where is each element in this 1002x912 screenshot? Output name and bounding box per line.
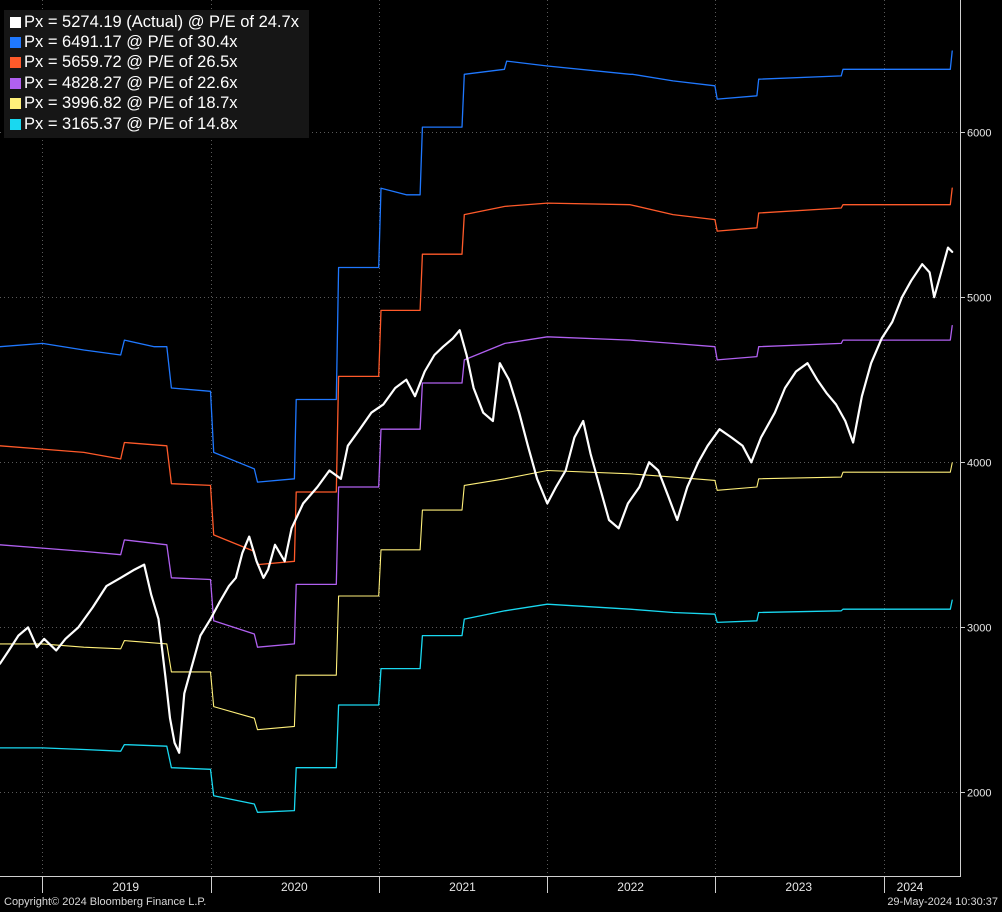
legend-item: Px = 5659.72 @ P/E of 26.5x [6, 53, 299, 73]
legend: Px = 5274.19 (Actual) @ P/E of 24.7x Px … [4, 10, 309, 139]
series-line [0, 324, 953, 648]
legend-label: Px = 3165.37 @ P/E of 14.8x [24, 114, 238, 133]
legend-swatch [10, 77, 21, 89]
legend-label: Px = 5274.19 (Actual) @ P/E of 24.7x [24, 12, 299, 31]
y-tick-label: 4000 [967, 458, 991, 470]
legend-item: Px = 5274.19 (Actual) @ P/E of 24.7x [6, 12, 299, 32]
x-axis: 2019 2020 2021 2022 2023 2024 [0, 876, 960, 894]
y-tick-label: 5000 [967, 293, 991, 305]
legend-label: Px = 3996.82 @ P/E of 18.7x [24, 94, 238, 113]
legend-label: Px = 4828.27 @ P/E of 22.6x [24, 73, 238, 92]
legend-swatch [10, 57, 21, 69]
series-lines [0, 50, 954, 813]
series-line [0, 50, 953, 483]
legend-swatch [10, 37, 21, 49]
series-line [0, 246, 954, 754]
series-line [0, 187, 953, 566]
y-axis: 2000 3000 4000 5000 6000 [960, 0, 991, 877]
x-tick-label: 2020 [281, 880, 308, 894]
series-line [0, 462, 953, 731]
y-tick-label: 2000 [967, 788, 991, 800]
copyright-text: Copyright© 2024 Bloomberg Finance L.P. [4, 896, 207, 908]
legend-label: Px = 6491.17 @ P/E of 30.4x [24, 33, 238, 52]
legend-label: Px = 5659.72 @ P/E of 26.5x [24, 53, 238, 72]
y-tick-label: 6000 [967, 128, 991, 140]
x-tick-label: 2019 [112, 880, 139, 894]
legend-swatch [10, 98, 21, 110]
legend-swatch [10, 118, 21, 130]
series-line [0, 599, 953, 813]
x-tick-label: 2024 [897, 880, 924, 894]
timestamp-text: 29-May-2024 10:30:37 [887, 896, 998, 908]
legend-item: Px = 6491.17 @ P/E of 30.4x [6, 32, 299, 52]
y-tick-label: 3000 [967, 623, 991, 635]
x-tick-label: 2022 [617, 880, 644, 894]
legend-item: Px = 3996.82 @ P/E of 18.7x [6, 94, 299, 114]
x-tick-label: 2023 [785, 880, 812, 894]
legend-item: Px = 3165.37 @ P/E of 14.8x [6, 114, 299, 134]
legend-swatch [10, 16, 21, 28]
x-tick-label: 2021 [449, 880, 476, 894]
plot-area [0, 0, 960, 875]
legend-item: Px = 4828.27 @ P/E of 22.6x [6, 73, 299, 93]
